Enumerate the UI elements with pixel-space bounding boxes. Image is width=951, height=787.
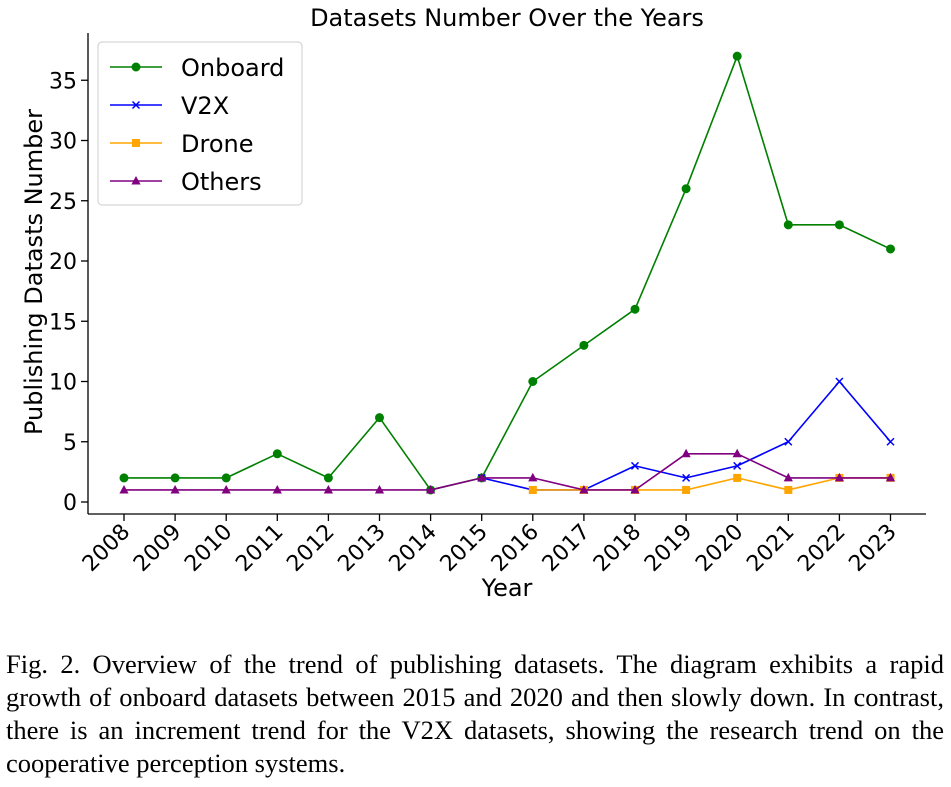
x-tick-label: 2008 xyxy=(78,520,135,577)
data-point-onboard xyxy=(221,473,231,483)
legend-marker-others xyxy=(131,176,141,185)
series-line-v2x xyxy=(481,380,892,491)
data-point-drone xyxy=(784,485,793,494)
legend-label: Drone xyxy=(181,130,253,158)
x-tick-label: 2020 xyxy=(691,520,748,577)
data-point-others xyxy=(374,484,385,494)
data-point-others xyxy=(630,484,640,494)
chart-title: Datasets Number Over the Years xyxy=(310,4,704,32)
data-point-onboard xyxy=(170,473,180,483)
y-tick-label: 5 xyxy=(63,431,77,456)
legend-label: V2X xyxy=(181,92,229,120)
data-point-others xyxy=(885,472,896,482)
legend-marker-onboard xyxy=(131,62,141,72)
x-tick-label: 2017 xyxy=(538,520,595,577)
series-others xyxy=(119,448,896,494)
data-point-others xyxy=(579,484,589,494)
x-tick-label: 2023 xyxy=(844,520,901,577)
x-tick-label: 2018 xyxy=(589,520,646,577)
legend-marker-v2x xyxy=(131,100,141,110)
legend-item-others: Others xyxy=(110,168,262,196)
x-tick-label: 2022 xyxy=(793,520,850,577)
y-tick-label: 15 xyxy=(49,310,77,335)
x-tick-label: 2015 xyxy=(436,520,493,577)
data-point-onboard xyxy=(783,220,793,230)
x-tick-label: 2014 xyxy=(385,520,442,577)
data-point-others xyxy=(681,448,691,458)
series-v2x xyxy=(477,377,895,494)
data-point-onboard xyxy=(119,473,129,483)
legend-label: Onboard xyxy=(181,54,284,82)
y-tick-label: 30 xyxy=(49,130,77,155)
data-point-onboard xyxy=(886,244,895,254)
x-tick-label: 2010 xyxy=(180,520,237,577)
x-tick-label: 2011 xyxy=(231,520,288,577)
data-point-others xyxy=(119,484,129,494)
legend-marker-drone xyxy=(132,139,140,147)
data-point-others xyxy=(170,484,180,494)
legend-item-onboard: Onboard xyxy=(110,54,284,82)
data-point-onboard xyxy=(630,304,640,314)
legend-item-v2x: V2X xyxy=(110,92,229,120)
figure-caption: Fig. 2. Overview of the trend of publish… xyxy=(6,649,944,778)
x-tick-label: 2013 xyxy=(333,520,390,577)
legend-item-drone: Drone xyxy=(110,130,253,158)
x-axis-label: Year xyxy=(481,574,533,602)
x-tick-label: 2012 xyxy=(282,520,339,577)
y-axis-label: Publishing Datasts Number xyxy=(20,109,48,435)
data-point-others xyxy=(426,484,436,494)
data-point-v2x xyxy=(733,461,742,470)
data-point-v2x xyxy=(682,473,691,482)
data-point-onboard xyxy=(681,184,691,194)
data-point-others xyxy=(528,472,538,482)
data-point-v2x xyxy=(630,461,640,470)
data-point-drone xyxy=(733,473,742,482)
data-point-others xyxy=(783,472,793,482)
data-point-v2x xyxy=(835,377,844,386)
data-point-others xyxy=(323,484,333,494)
data-point-others xyxy=(272,484,282,494)
x-tick-label: 2009 xyxy=(129,520,186,577)
data-point-others xyxy=(834,472,844,482)
x-tick-label: 2016 xyxy=(487,520,544,577)
data-point-drone xyxy=(528,485,537,494)
data-point-v2x xyxy=(784,437,793,446)
data-point-v2x xyxy=(886,437,895,446)
y-tick-label: 35 xyxy=(49,69,77,94)
y-tick-label: 25 xyxy=(49,190,77,215)
line-chart: Datasets Number Over the Years 051015202… xyxy=(20,4,926,602)
data-point-onboard xyxy=(323,473,333,483)
data-point-drone xyxy=(682,485,691,494)
data-point-onboard xyxy=(272,449,282,459)
data-point-others xyxy=(221,484,231,494)
series-line-others xyxy=(124,452,891,491)
data-point-others xyxy=(732,448,742,458)
data-point-onboard xyxy=(732,51,742,61)
y-tick-label: 0 xyxy=(63,491,77,516)
data-point-onboard xyxy=(375,413,384,423)
legend-label: Others xyxy=(181,168,262,196)
y-tick-label: 20 xyxy=(49,250,77,275)
x-tick-label: 2019 xyxy=(640,520,697,577)
series-layer xyxy=(119,51,896,495)
x-tick-label: 2021 xyxy=(742,520,799,577)
series-line-onboard xyxy=(124,55,891,491)
data-point-onboard xyxy=(579,340,589,350)
y-tick-label: 10 xyxy=(49,371,77,396)
legend-box xyxy=(97,41,303,206)
data-point-onboard xyxy=(528,377,538,386)
data-point-onboard xyxy=(834,220,844,230)
data-point-others xyxy=(477,472,487,482)
legend: Onboard V2X Drone Others xyxy=(97,41,303,206)
